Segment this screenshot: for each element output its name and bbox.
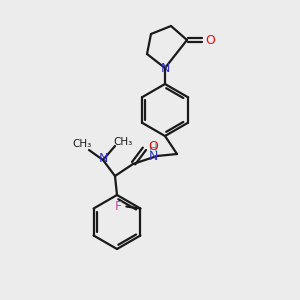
Text: CH₃: CH₃ [72,139,92,149]
Text: O: O [148,140,158,152]
Text: N: N [160,61,170,74]
Text: N: N [148,151,158,164]
Text: CH₃: CH₃ [113,137,133,147]
Text: N: N [98,152,108,166]
Text: H: H [148,142,158,155]
Text: F: F [115,200,122,213]
Text: O: O [205,34,215,46]
